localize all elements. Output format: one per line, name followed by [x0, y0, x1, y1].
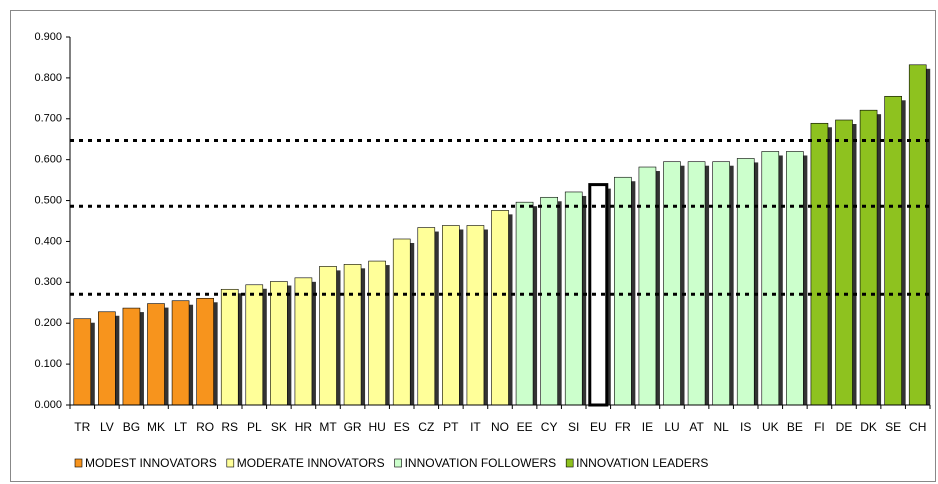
x-tick-label: NO	[491, 420, 509, 434]
x-tick-label: SK	[271, 420, 287, 434]
x-tick-label: CZ	[418, 420, 434, 434]
bar	[761, 151, 780, 406]
x-tick-label: FR	[615, 420, 631, 434]
x-tick-label: CY	[541, 420, 558, 434]
x-tick-label: AT	[689, 420, 704, 434]
y-tick-label: 0.800	[34, 72, 62, 84]
x-tick-label: HR	[295, 420, 313, 434]
bar	[98, 311, 116, 406]
x-tick-label: EU	[590, 420, 607, 434]
bar	[564, 191, 583, 406]
x-tick-label: GR	[344, 420, 362, 434]
x-tick-label: EE	[517, 420, 533, 434]
bar	[540, 196, 558, 406]
bar	[171, 300, 190, 406]
x-tick-label: NL	[713, 420, 729, 434]
bar	[712, 161, 730, 406]
bar	[908, 64, 927, 406]
legend-swatch	[74, 458, 83, 468]
legend-swatch	[394, 458, 402, 468]
x-tick-label: MT	[319, 420, 337, 434]
legend-label: MODERATE INNOVATORS	[237, 456, 385, 470]
bar	[835, 119, 853, 406]
bar	[196, 297, 214, 406]
x-tick-label: PL	[247, 420, 262, 434]
x-tick-label: IE	[642, 420, 653, 434]
x-tick-label: IS	[740, 420, 751, 434]
x-tick-label: DK	[860, 420, 877, 434]
bar	[417, 227, 436, 406]
bar	[343, 264, 362, 406]
bar	[614, 176, 632, 406]
x-tick-label: SI	[568, 420, 579, 434]
x-tick-label: ES	[394, 420, 410, 434]
bar	[368, 260, 386, 406]
y-tick-label: 0.400	[34, 235, 62, 247]
bar	[466, 225, 485, 406]
y-tick-label: 0.300	[34, 276, 62, 288]
legend-swatch	[226, 458, 235, 468]
x-tick-label: HU	[368, 420, 385, 434]
bar	[786, 151, 804, 406]
x-tick-label: CH	[909, 420, 926, 434]
bar	[638, 166, 657, 406]
bar	[736, 158, 755, 406]
y-tick-label: 0.200	[34, 317, 62, 329]
legend-label: INNOVATION FOLLOWERS	[405, 456, 557, 470]
bar	[122, 307, 141, 406]
bar	[687, 161, 706, 406]
x-tick-label: LU	[664, 420, 679, 434]
bar	[270, 281, 288, 406]
bar	[220, 288, 239, 406]
x-tick-label: FI	[814, 420, 825, 434]
y-tick-label: 0.100	[34, 358, 62, 370]
x-tick-label: RS	[221, 420, 238, 434]
x-tick-label: BE	[787, 420, 803, 434]
x-tick-label: UK	[762, 420, 779, 434]
bar	[515, 201, 534, 406]
bar	[884, 95, 902, 406]
x-tick-label: SE	[885, 420, 901, 434]
x-tick-label: DE	[836, 420, 853, 434]
y-tick-label: 0.700	[34, 113, 62, 125]
x-tick-label: LV	[100, 420, 114, 434]
x-tick-label: IT	[470, 420, 481, 434]
x-tick-label: BG	[123, 420, 140, 434]
bar	[442, 225, 460, 406]
legend-swatch	[565, 458, 574, 468]
bar	[392, 238, 411, 406]
bar	[147, 303, 165, 406]
bar	[859, 109, 878, 406]
x-tick-label: PT	[443, 420, 459, 434]
y-tick-label: 0.000	[34, 399, 62, 411]
x-tick-label: TR	[74, 420, 90, 434]
x-tick-label: MK	[147, 420, 165, 434]
bar	[810, 122, 829, 406]
bar	[245, 284, 264, 406]
legend-label: MODEST INNOVATORS	[85, 456, 217, 470]
bar	[294, 277, 313, 406]
bar	[319, 266, 337, 406]
bar	[73, 318, 92, 406]
legend-label: INNOVATION LEADERS	[576, 456, 708, 470]
y-tick-label: 0.600	[34, 154, 62, 166]
bar	[663, 161, 681, 406]
bar	[491, 210, 509, 406]
y-tick-label: 0.900	[34, 31, 62, 43]
x-tick-label: RO	[196, 420, 214, 434]
y-tick-label: 0.500	[34, 194, 62, 206]
x-tick-label: LT	[174, 420, 188, 434]
